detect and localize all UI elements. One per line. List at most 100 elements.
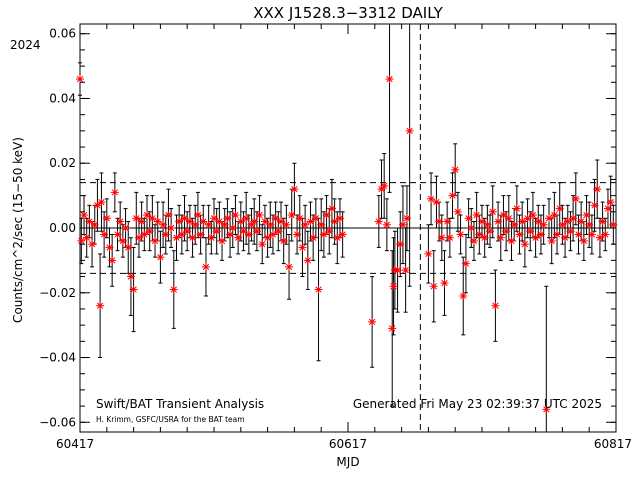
data-point-161 <box>547 236 556 245</box>
data-point-141 <box>494 217 503 226</box>
data-point-11 <box>102 214 111 223</box>
data-point-182 <box>603 204 612 213</box>
x-tick-label: 60417 <box>56 437 94 451</box>
data-point-142 <box>496 233 505 242</box>
data-point-64 <box>244 230 253 239</box>
data-point-106 <box>388 324 397 333</box>
data-point-49 <box>204 220 213 229</box>
data-point-134 <box>475 230 484 239</box>
data-point-177 <box>590 201 599 210</box>
data-point-35 <box>167 224 176 232</box>
data-point-28 <box>148 214 157 223</box>
data-point-62 <box>239 227 248 236</box>
data-point-90 <box>314 285 323 294</box>
data-point-181 <box>601 230 610 239</box>
data-point-95 <box>327 204 336 213</box>
data-point-119 <box>435 217 444 226</box>
data-point-45 <box>193 211 202 220</box>
data-point-110 <box>396 240 405 249</box>
data-point-76 <box>277 217 285 226</box>
data-point-63 <box>242 214 251 223</box>
axis-ticks: −0.06 −0.04 −0.02 0.00 0.02 0.04 0.06 60417 6061… <box>39 24 632 451</box>
data-point-116 <box>427 194 436 203</box>
data-point-6 <box>90 220 99 229</box>
data-point-167 <box>563 217 572 226</box>
data-point-52 <box>212 227 221 236</box>
data-point-21 <box>129 285 138 294</box>
year-label: 2024 <box>10 38 41 52</box>
data-point-60 <box>234 233 243 242</box>
data-point-55 <box>220 220 229 229</box>
data-point-150 <box>518 217 527 226</box>
data-point-175 <box>585 220 594 229</box>
data-point-149 <box>515 230 524 239</box>
data-point-99 <box>338 230 347 239</box>
data-point-133 <box>472 211 481 220</box>
data-point-53 <box>215 217 224 226</box>
data-point-132 <box>469 236 478 245</box>
data-point-59 <box>231 211 240 220</box>
data-point-159 <box>542 405 551 414</box>
data-point-2 <box>80 211 89 220</box>
data-point-127 <box>456 230 465 239</box>
footer-left-text: Swift/BAT Transient Analysis <box>96 397 264 411</box>
data-point-174 <box>582 211 591 220</box>
data-point-101 <box>374 217 383 226</box>
data-point-39 <box>177 230 186 239</box>
data-point-129 <box>461 259 470 268</box>
data-point-138 <box>486 227 495 236</box>
data-point-103 <box>380 181 389 190</box>
data-point-170 <box>571 194 580 203</box>
data-point-30 <box>153 217 162 226</box>
data-point-153 <box>526 227 535 236</box>
footer-left-small-text: H. Krimm, GSFC/USRA for the BAT team <box>96 415 245 424</box>
data-point-143 <box>499 211 508 220</box>
y-tick-label: 0.04 <box>49 91 76 105</box>
chart-title: XXX J1528.3−3312 DAILY <box>253 4 443 22</box>
data-point-22 <box>132 214 141 223</box>
data-point-57 <box>226 230 235 239</box>
data-point-38 <box>175 217 184 226</box>
data-point-97 <box>333 233 342 242</box>
data-point-157 <box>536 230 545 239</box>
data-point-131 <box>467 224 476 232</box>
data-point-40 <box>180 214 189 223</box>
x-axis-label: MJD <box>336 455 359 469</box>
data-point-61 <box>236 217 245 226</box>
data-point-162 <box>550 211 559 220</box>
data-point-151 <box>520 240 529 249</box>
data-point-71 <box>263 233 272 242</box>
data-point-79 <box>285 262 294 271</box>
data-point-165 <box>558 220 567 229</box>
y-axis-label: Counts/cm^2/sec (15−50 keV) <box>11 137 25 323</box>
data-point-29 <box>151 236 160 245</box>
data-point-26 <box>143 211 151 220</box>
data-point-105 <box>385 75 394 84</box>
data-point-15 <box>113 230 122 239</box>
data-point-98 <box>335 214 344 223</box>
data-point-146 <box>507 236 516 245</box>
data-point-113 <box>402 214 411 223</box>
data-point-68 <box>255 211 264 220</box>
data-point-166 <box>561 233 570 242</box>
data-point-109 <box>393 266 402 275</box>
data-point-83 <box>295 214 304 223</box>
data-point-86 <box>303 256 312 265</box>
data-point-124 <box>448 191 457 200</box>
data-point-9 <box>97 198 106 207</box>
data-point-136 <box>480 233 489 242</box>
data-point-87 <box>306 217 315 226</box>
data-point-48 <box>201 262 210 271</box>
data-point-78 <box>282 220 291 229</box>
data-point-89 <box>311 214 320 223</box>
data-point-120 <box>437 233 446 242</box>
data-point-13 <box>108 256 117 265</box>
data-point-180 <box>598 217 607 226</box>
x-tick-label: 60817 <box>594 437 632 451</box>
data-point-155 <box>531 233 540 242</box>
data-point-121 <box>440 279 449 288</box>
data-point-107 <box>389 282 398 291</box>
data-point-115 <box>424 249 433 258</box>
data-point-144 <box>502 227 511 236</box>
